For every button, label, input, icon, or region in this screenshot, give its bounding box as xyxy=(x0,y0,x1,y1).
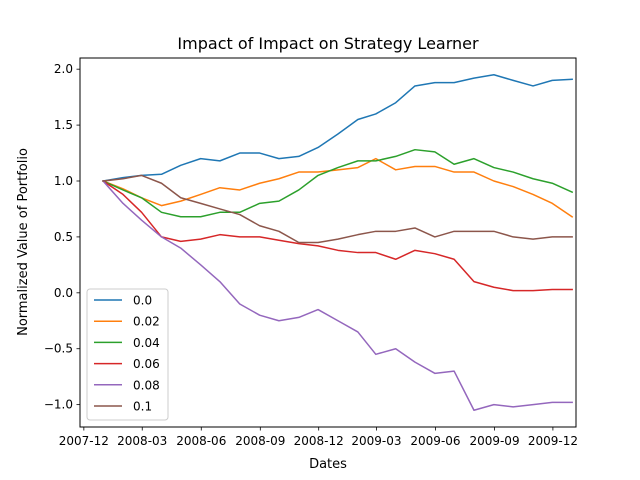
legend: 0.0 0.02 0.04 0.06 0.08 0.1 xyxy=(86,288,169,421)
legend-label-1: 0.02 xyxy=(133,315,160,329)
x-tick-label: 2009-12 xyxy=(528,434,578,448)
x-tick-label: 2008-06 xyxy=(176,434,226,448)
x-tick-label: 2008-12 xyxy=(294,434,344,448)
series-line-5 xyxy=(102,174,573,244)
y-axis-label: Normalized Value of Portfolio xyxy=(16,148,31,336)
legend-label-0: 0.0 xyxy=(133,294,152,308)
legend-label-4: 0.08 xyxy=(133,378,160,392)
series-layer xyxy=(102,74,574,411)
y-tick-label: −0.5 xyxy=(44,342,73,356)
chart-title: Impact of Impact on Strategy Learner xyxy=(177,34,479,53)
y-axis-ticks: −1.0 −0.5 0.0 0.5 1.0 1.5 2.0 xyxy=(44,62,80,412)
x-tick-label: 2009-03 xyxy=(351,434,401,448)
y-tick-label: 1.5 xyxy=(54,118,73,132)
legend-label-2: 0.04 xyxy=(133,336,160,350)
x-axis-label: Dates xyxy=(309,457,347,472)
x-tick-label: 2007-12 xyxy=(59,434,109,448)
x-tick-label: 2009-09 xyxy=(469,434,519,448)
legend-label-3: 0.06 xyxy=(133,357,160,371)
x-tick-label: 2009-06 xyxy=(410,434,460,448)
series-line-4 xyxy=(102,179,573,411)
plot-area xyxy=(79,57,577,428)
x-axis-ticks: 2007-12 2008-03 2008-06 2008-09 2008-12 2009-… xyxy=(59,427,578,448)
legend-box xyxy=(86,288,169,421)
x-tick-label: 2008-09 xyxy=(235,434,285,448)
y-tick-label: 0.0 xyxy=(54,286,73,300)
legend-label-5: 0.1 xyxy=(133,400,152,414)
legend-items: 0.0 0.02 0.04 0.06 0.08 0.1 xyxy=(94,294,160,414)
y-tick-label: −1.0 xyxy=(44,398,73,412)
plot-frame xyxy=(79,57,577,428)
y-tick-label: 2.0 xyxy=(54,62,73,76)
series-line-1 xyxy=(102,157,574,218)
y-tick-label: 1.0 xyxy=(54,174,73,188)
series-line-3 xyxy=(102,179,573,292)
y-tick-label: 0.5 xyxy=(54,230,73,244)
series-line-0 xyxy=(102,74,573,182)
x-tick-label: 2008-03 xyxy=(117,434,167,448)
series-line-2 xyxy=(102,148,574,218)
